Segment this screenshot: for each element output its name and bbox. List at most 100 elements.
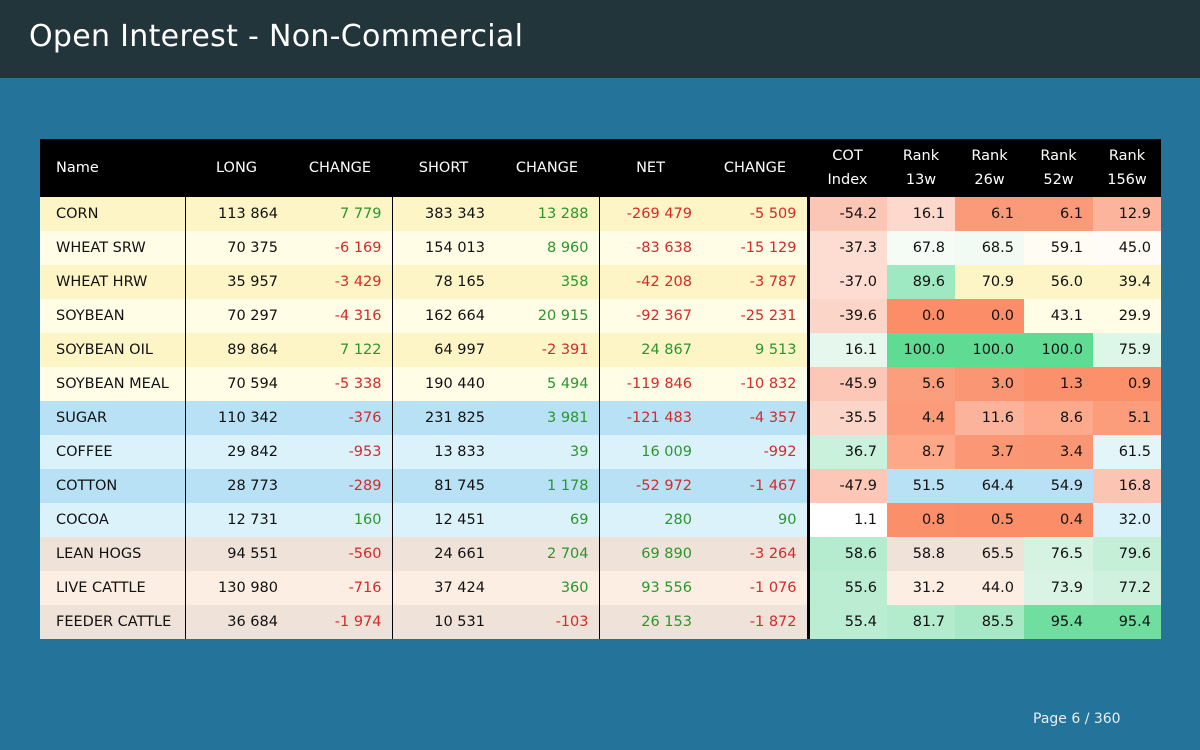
table-row[interactable]: SOYBEAN 70 297 -4 316 162 664 20 915 -92 367 -… — [40, 299, 1161, 333]
net-cell: 26 153 — [598, 605, 702, 639]
net-change-cell: -1 872 — [749, 614, 797, 630]
rank-156w-cell: 77.2 — [1093, 571, 1161, 605]
net-change-cell: -10 832 — [740, 376, 797, 392]
column-header[interactable]: CHANGE — [495, 139, 599, 197]
rank-26w-cell: 0.0 — [955, 299, 1024, 333]
short-change-cell: 8 960 — [546, 240, 589, 256]
page-title: Open Interest - Non-Commercial — [29, 19, 524, 54]
rank-13w-cell: 58.8 — [887, 537, 955, 571]
long-cell: 89 864 — [184, 333, 288, 367]
column-header[interactable]: Rank 52w — [1024, 139, 1093, 197]
short-cell: 81 745 — [391, 469, 495, 503]
commodity-name-cell: COCOA — [56, 512, 109, 528]
column-header[interactable]: NET — [599, 139, 702, 197]
long-change-cell: -289 — [348, 478, 382, 494]
table-row[interactable]: LEAN HOGS 94 551 -560 24 661 2 704 69 890 -3 2… — [40, 537, 1161, 571]
commodity-name-cell: FEEDER CATTLE — [56, 614, 172, 630]
short-change-cell: 1 178 — [546, 478, 589, 494]
rank-13w-cell: 67.8 — [887, 231, 955, 265]
short-cell: 24 661 — [391, 537, 495, 571]
rank-156w-cell: 16.8 — [1093, 469, 1161, 503]
rank-26w-cell: 3.0 — [955, 367, 1024, 401]
long-cell: 110 342 — [184, 401, 288, 435]
rank-13w-cell: 8.7 — [887, 435, 955, 469]
table-row[interactable]: COTTON 28 773 -289 81 745 1 178 -52 972 -1 467… — [40, 469, 1161, 503]
net-change-cell: -4 357 — [749, 410, 797, 426]
title-bar: Open Interest - Non-Commercial — [0, 0, 1200, 78]
column-header[interactable]: CHANGE — [288, 139, 392, 197]
column-header-sublabel: 156w — [1107, 172, 1147, 188]
long-change-cell: 160 — [353, 512, 382, 528]
table-row[interactable]: CORN 113 864 7 779 383 343 13 288 -269 479 -5 … — [40, 197, 1161, 231]
rank-52w-cell: 73.9 — [1024, 571, 1093, 605]
long-change-cell: -716 — [348, 580, 382, 596]
column-header[interactable]: COT Index — [808, 139, 887, 197]
table-row[interactable]: COFFEE 29 842 -953 13 833 39 16 009 -992 36.7 8.… — [40, 435, 1161, 469]
commodity-name-cell: CORN — [56, 206, 99, 222]
net-cell: -121 483 — [598, 401, 702, 435]
long-change-cell: -560 — [348, 546, 382, 562]
long-change-cell: 7 779 — [339, 206, 382, 222]
cot-index-cell: 16.1 — [806, 333, 887, 367]
rank-26w-cell: 0.5 — [955, 503, 1024, 537]
column-header-label: LONG — [215, 160, 258, 176]
column-header-label: NET — [636, 160, 665, 176]
long-cell: 35 957 — [184, 265, 288, 299]
table-header-row: Name LONG CHANGE SHORT CHANGE NET CHANGE COT Ind… — [40, 139, 1161, 197]
net-change-cell: -3 787 — [749, 274, 797, 290]
rank-13w-cell: 4.4 — [887, 401, 955, 435]
net-change-cell: -5 509 — [749, 206, 797, 222]
long-change-cell: -5 338 — [334, 376, 382, 392]
table-row[interactable]: WHEAT SRW 70 375 -6 169 154 013 8 960 -83 638… — [40, 231, 1161, 265]
column-header-label: SHORT — [418, 160, 469, 176]
short-change-cell: 358 — [560, 274, 589, 290]
net-change-cell: -1 076 — [749, 580, 797, 596]
rank-156w-cell: 95.4 — [1093, 605, 1161, 639]
column-header[interactable]: Rank 156w — [1093, 139, 1161, 197]
cot-index-cell: 58.6 — [806, 537, 887, 571]
table-row[interactable]: LIVE CATTLE 130 980 -716 37 424 360 93 556 -1 … — [40, 571, 1161, 605]
rank-13w-cell: 0.8 — [887, 503, 955, 537]
short-cell: 231 825 — [391, 401, 495, 435]
long-cell: 28 773 — [184, 469, 288, 503]
column-header[interactable]: Name — [40, 139, 185, 197]
table-row[interactable]: SOYBEAN OIL 89 864 7 122 64 997 -2 391 24 867… — [40, 333, 1161, 367]
open-interest-table: Name LONG CHANGE SHORT CHANGE NET CHANGE COT Ind… — [40, 139, 1162, 639]
net-cell: -42 208 — [598, 265, 702, 299]
rank-26w-cell: 65.5 — [955, 537, 1024, 571]
short-cell: 162 664 — [391, 299, 495, 333]
cot-index-cell: -39.6 — [806, 299, 887, 333]
net-cell: 16 009 — [598, 435, 702, 469]
short-change-cell: 3 981 — [546, 410, 589, 426]
cot-index-cell: -47.9 — [806, 469, 887, 503]
column-header[interactable]: Rank 26w — [955, 139, 1024, 197]
short-change-cell: 5 494 — [546, 376, 589, 392]
column-header[interactable]: SHORT — [392, 139, 495, 197]
table-row[interactable]: WHEAT HRW 35 957 -3 429 78 165 358 -42 208 -3 … — [40, 265, 1161, 299]
column-header-sublabel: 52w — [1043, 172, 1074, 188]
column-header[interactable]: LONG — [185, 139, 288, 197]
cot-index-cell: -37.3 — [806, 231, 887, 265]
net-cell: -119 846 — [598, 367, 702, 401]
rank-52w-cell: 6.1 — [1024, 197, 1093, 231]
column-header-label: CHANGE — [515, 160, 579, 176]
column-header-label: Rank — [971, 148, 1008, 164]
table-row[interactable]: SUGAR 110 342 -376 231 825 3 981 -121 483 -4 3… — [40, 401, 1161, 435]
long-cell: 29 842 — [184, 435, 288, 469]
commodity-name-cell: WHEAT HRW — [56, 274, 148, 290]
short-cell: 78 165 — [391, 265, 495, 299]
table-row[interactable]: SOYBEAN MEAL 70 594 -5 338 190 440 5 494 -119… — [40, 367, 1161, 401]
net-change-cell: -3 264 — [749, 546, 797, 562]
column-header[interactable]: Rank 13w — [887, 139, 955, 197]
commodity-name-cell: SOYBEAN OIL — [56, 342, 153, 358]
rank-52w-cell: 59.1 — [1024, 231, 1093, 265]
short-cell: 12 451 — [391, 503, 495, 537]
net-cell: 280 — [598, 503, 702, 537]
table-row[interactable]: COCOA 12 731 160 12 451 69 280 90 1.1 0.8 0.5 0.4 3… — [40, 503, 1161, 537]
column-header-sublabel: 13w — [905, 172, 937, 188]
column-header[interactable]: CHANGE — [702, 139, 808, 197]
table-row[interactable]: FEEDER CATTLE 36 684 -1 974 10 531 -103 26 15… — [40, 605, 1161, 639]
rank-13w-cell: 89.6 — [887, 265, 955, 299]
rank-52w-cell: 3.4 — [1024, 435, 1093, 469]
rank-26w-cell: 100.0 — [955, 333, 1024, 367]
